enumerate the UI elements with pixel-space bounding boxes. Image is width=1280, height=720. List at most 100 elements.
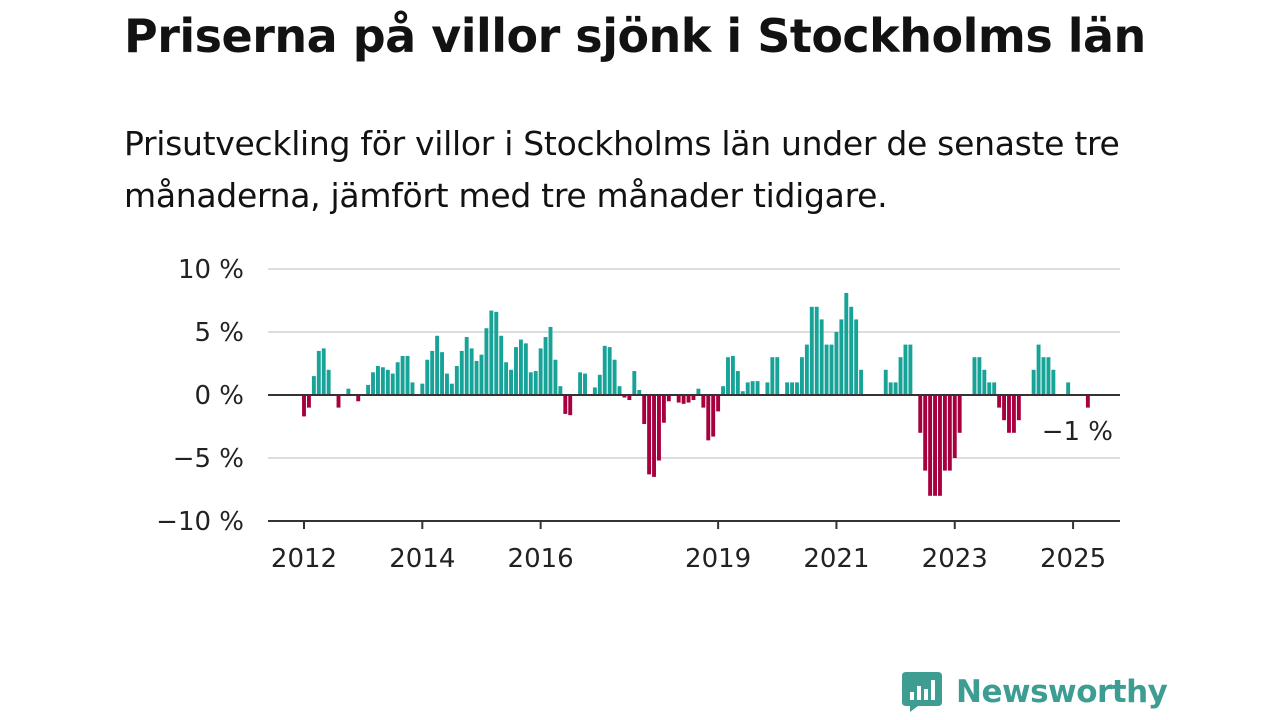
x-tick-label: 2021	[803, 544, 869, 574]
bar	[829, 344, 834, 395]
bar	[440, 352, 444, 395]
chart-subtitle: Prisutveckling för villor i Stockholms l…	[124, 124, 1120, 215]
bar	[385, 369, 390, 395]
y-axis-tick-labels: 10 % 5 % 0 % −5 % −10 %	[156, 255, 244, 537]
bar	[543, 337, 548, 395]
bar	[366, 384, 371, 395]
bar	[824, 344, 829, 395]
bar	[592, 387, 597, 395]
bar	[799, 357, 804, 395]
bar	[942, 395, 947, 471]
chart-bars	[302, 292, 1090, 496]
bar	[839, 319, 844, 395]
bar	[395, 362, 400, 395]
bar	[740, 391, 745, 395]
bar	[711, 395, 716, 437]
bar	[474, 360, 479, 395]
bar	[484, 328, 489, 395]
bar	[380, 367, 385, 395]
bar	[735, 371, 740, 395]
bar	[928, 395, 933, 496]
bar	[681, 395, 686, 404]
bar	[844, 292, 849, 395]
bar	[445, 373, 449, 395]
bar	[691, 395, 696, 401]
newsworthy-bar-chart-bubble-icon	[902, 672, 942, 712]
bar	[997, 395, 1002, 408]
bar	[814, 306, 819, 395]
bar	[563, 395, 568, 414]
bar	[410, 382, 415, 395]
bar	[730, 355, 735, 395]
bar	[568, 395, 573, 416]
bar	[992, 382, 997, 395]
x-tick-label: 2019	[685, 544, 751, 574]
bar	[790, 382, 795, 395]
bar	[346, 388, 351, 395]
x-tick-label: 2023	[922, 544, 988, 574]
bar	[464, 337, 469, 395]
bar	[982, 369, 987, 395]
bar	[489, 310, 494, 395]
bar	[420, 383, 425, 395]
bar	[686, 395, 691, 403]
y-tick-label: −5 %	[173, 444, 244, 474]
bar	[750, 381, 755, 395]
chart-axes	[268, 394, 1120, 522]
bar	[326, 369, 331, 395]
bar	[376, 366, 380, 395]
bar	[622, 395, 627, 398]
bar	[1036, 344, 1041, 395]
bar	[518, 339, 523, 395]
x-axis-tick-labels: 2012 2014 2016 2019 2021 2023 2025	[271, 521, 1106, 574]
bar	[504, 362, 509, 395]
bar	[716, 395, 721, 412]
bar	[804, 344, 809, 395]
bar	[893, 382, 898, 395]
bar	[819, 319, 824, 395]
bar	[642, 395, 647, 424]
bar	[755, 381, 760, 395]
bar	[977, 357, 982, 395]
newsworthy-logo: Newsworthy	[902, 668, 1168, 716]
bar	[854, 319, 859, 395]
bar	[785, 382, 790, 395]
chart-title: Priserna på villor sjönk i Stockholms lä…	[124, 9, 1146, 63]
bar	[302, 395, 306, 417]
bar	[952, 395, 957, 458]
bar	[1031, 369, 1036, 395]
bar	[834, 332, 839, 395]
bar	[514, 347, 518, 395]
bar	[316, 350, 321, 395]
bar	[602, 345, 607, 395]
bar	[647, 395, 652, 475]
bar	[597, 374, 602, 395]
bar	[795, 382, 799, 395]
bar	[888, 382, 893, 395]
bar	[1051, 369, 1056, 395]
bar	[435, 335, 440, 395]
bar	[528, 372, 533, 395]
y-tick-label: 5 %	[194, 318, 244, 348]
bar	[1007, 395, 1011, 433]
bar	[479, 354, 484, 395]
bar	[632, 371, 637, 395]
bar	[706, 395, 711, 441]
bar	[499, 335, 504, 395]
bar	[405, 355, 410, 395]
bar	[1016, 395, 1021, 421]
bar	[908, 344, 913, 395]
bar	[637, 389, 642, 395]
bar	[1011, 395, 1016, 433]
brand-name: Newsworthy	[956, 674, 1168, 710]
bar	[972, 357, 977, 395]
bar	[883, 369, 888, 395]
bar	[509, 369, 514, 395]
bar	[809, 306, 814, 395]
bar	[1066, 382, 1071, 395]
bar	[903, 344, 908, 395]
x-tick-label: 2025	[1040, 544, 1106, 574]
bar	[1041, 357, 1046, 395]
bar	[933, 395, 937, 496]
